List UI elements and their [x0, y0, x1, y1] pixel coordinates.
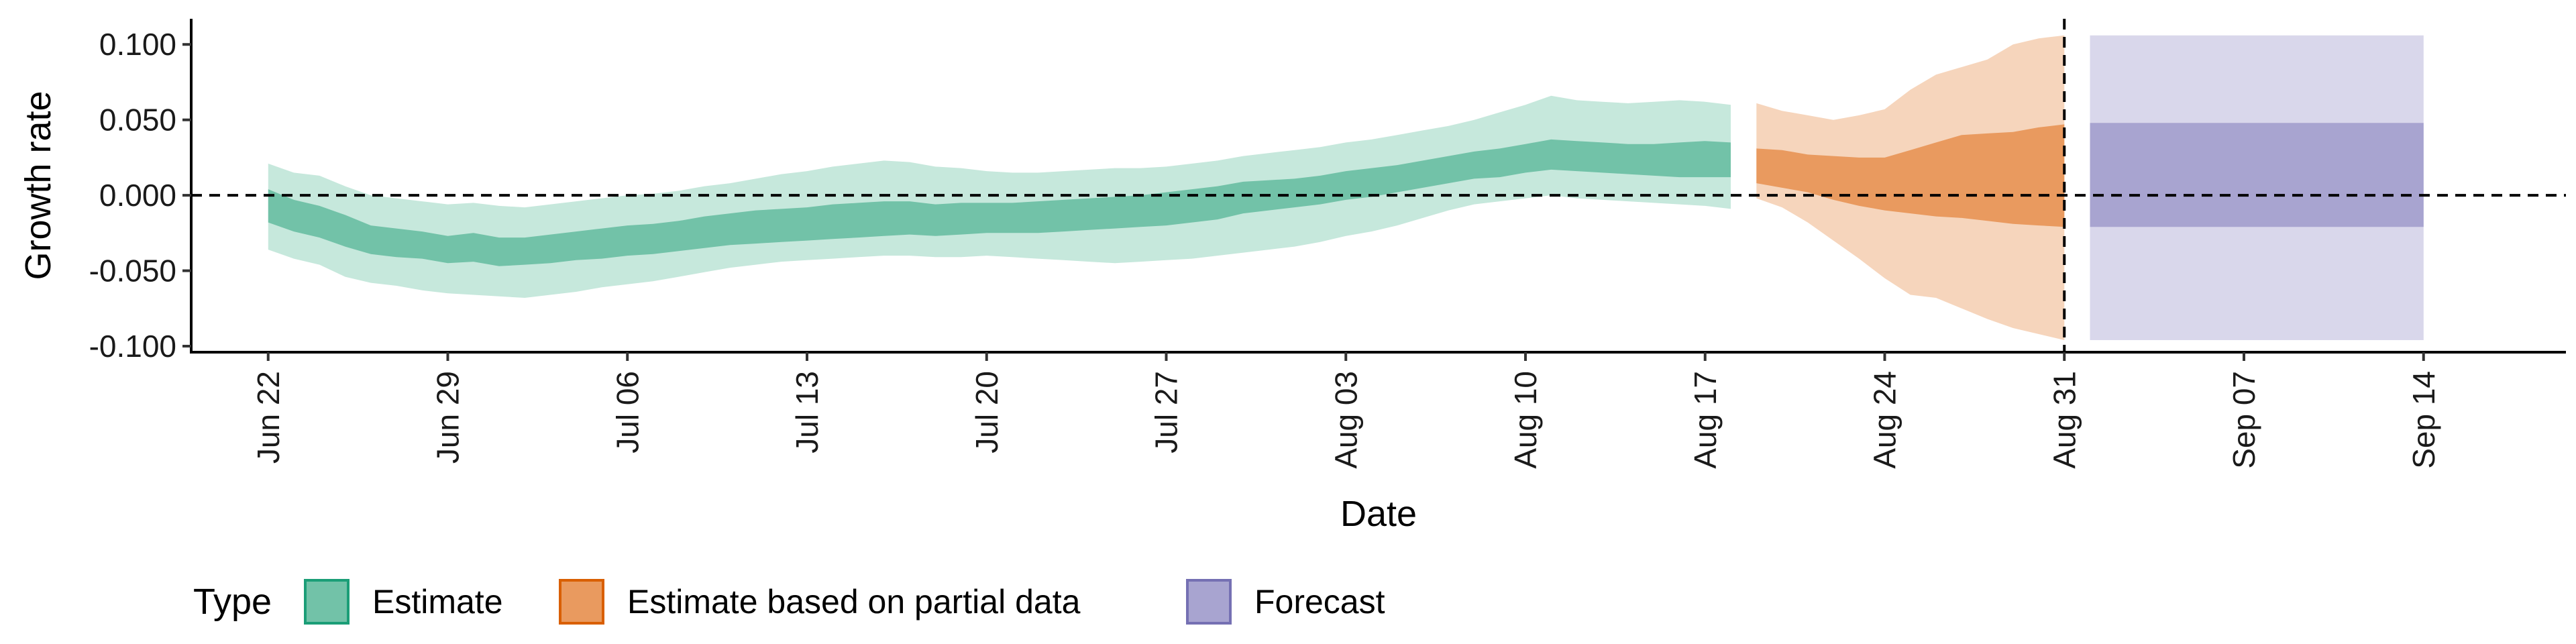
series-1	[1756, 35, 2065, 340]
x-tick-label: Aug 10	[1508, 371, 1543, 469]
legend-item: Estimate	[304, 579, 503, 625]
axes: 0.100 0.050 0.000 -0.050 -0.100 Jun 22 Jun 29 J…	[18, 19, 2566, 534]
x-tick-label: Aug 31	[2047, 371, 2082, 469]
x-tick-label: Sep 14	[2406, 371, 2441, 469]
x-tick-label: Jun 29	[431, 371, 466, 464]
y-tick-label: 0.100	[99, 27, 176, 62]
legend-label: Forecast	[1254, 583, 1385, 621]
y-tick-label: 0.000	[99, 178, 176, 213]
x-axis-title: Date	[1340, 494, 1417, 534]
x-tick-label: Sep 07	[2226, 371, 2261, 469]
y-axis-title: Growth rate	[18, 91, 58, 280]
y-tick-label: -0.100	[89, 329, 176, 364]
reference-lines	[191, 19, 2566, 352]
x-tick-label: Jul 20	[969, 371, 1004, 453]
x-tick-label: Jun 22	[251, 371, 286, 464]
x-tick-label: Jul 06	[610, 371, 645, 453]
x-tick-label: Aug 03	[1328, 371, 1363, 469]
legend-label: Estimate	[372, 583, 503, 621]
ribbon-layer	[268, 35, 2424, 340]
series-0	[268, 95, 1731, 298]
legend: Type Estimate Estimate based on partial da…	[193, 579, 1385, 625]
series-2	[2090, 35, 2424, 340]
x-tick-label: Jul 13	[790, 371, 824, 453]
legend-title: Type	[193, 582, 272, 622]
legend-swatch	[559, 579, 604, 625]
series-0-inner-band	[268, 139, 1731, 266]
legend-label: Estimate based on partial data	[627, 583, 1081, 621]
legend-swatch	[304, 579, 350, 625]
x-tick-label: Jul 27	[1149, 371, 1184, 453]
series-0-outer-band	[268, 95, 1731, 298]
series-2-inner-band	[2090, 123, 2424, 227]
series-1-inner-band	[1756, 124, 2065, 227]
legend-swatch	[1186, 579, 1232, 625]
legend-item: Estimate based on partial data	[559, 579, 1081, 625]
y-tick-label: 0.050	[99, 103, 176, 138]
y-tick-label: -0.050	[89, 254, 176, 288]
x-tick-label: Aug 17	[1688, 371, 1723, 469]
x-tick-label: Aug 24	[1868, 371, 1902, 469]
legend-item: Forecast	[1186, 579, 1385, 625]
